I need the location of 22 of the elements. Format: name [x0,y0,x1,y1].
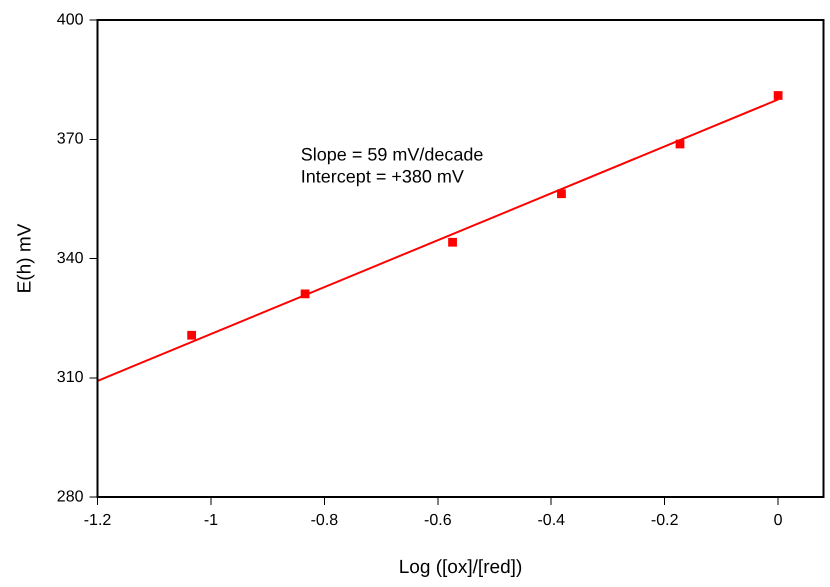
annotation: Slope = 59 mV/decade [300,144,484,164]
y-tick-label: 340 [56,250,84,267]
y-tick-label: 310 [56,369,84,386]
point [300,289,310,298]
x-axis-title: Log ([ox]/[red]) [398,556,522,578]
x-tick-label: -0.4 [537,512,566,530]
annotation: Intercept = +380 mV [300,166,464,186]
x-tick-label: 0 [774,512,783,530]
point [676,140,684,148]
point [557,189,566,198]
x-tick-label: -1 [204,512,218,530]
x-tick-label: -0.6 [424,512,452,530]
x-tick-label: -0.2 [650,512,679,530]
y-tick-label: 370 [56,130,84,148]
x-tick-label: -1.2 [84,512,112,530]
y-tick-label: 400 [56,11,84,28]
y-tick-label: 280 [56,488,84,506]
point [448,238,457,247]
point [774,91,783,100]
x-tick-label: -0.8 [310,512,338,530]
point [187,330,196,340]
y-axis-title: E(h) mV [14,223,36,294]
